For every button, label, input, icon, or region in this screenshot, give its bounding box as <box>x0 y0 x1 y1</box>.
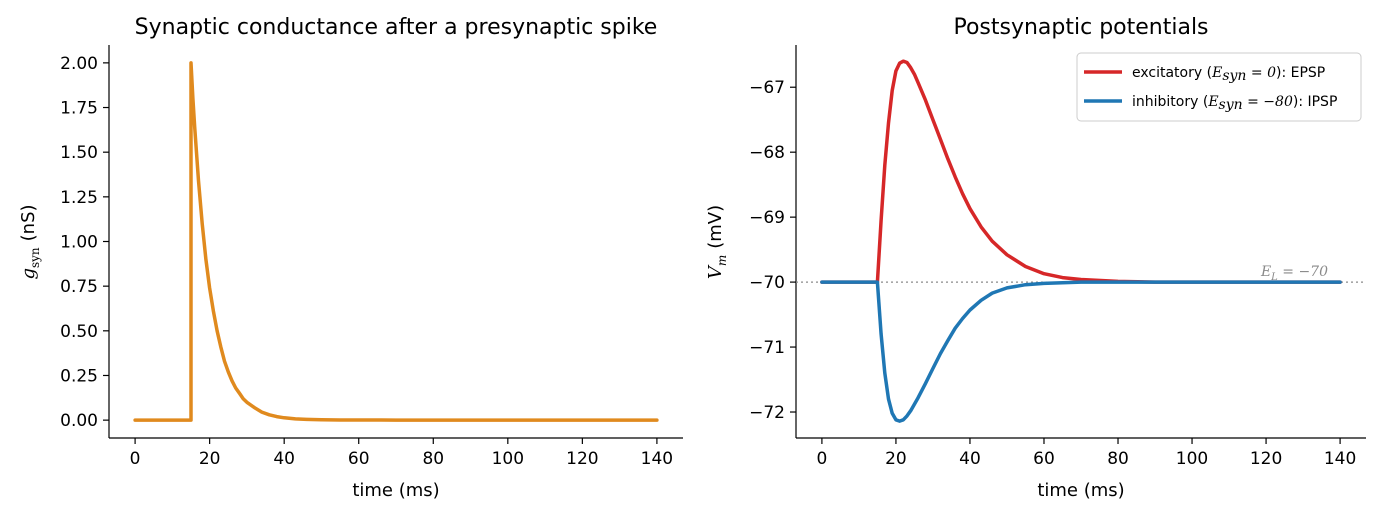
series-line-0 <box>820 59 1342 284</box>
x-tick-label: 100 <box>1176 449 1208 469</box>
legend-label-prefix: excitatory ( <box>1132 65 1212 81</box>
chart-title: Postsynaptic potentials <box>953 15 1208 40</box>
potentials-chart: Postsynaptic potentials 0 20 40 60 80 100 120 1… <box>705 15 1366 501</box>
legend-label: excitatory (Esyn = 0): EPSP <box>1132 65 1325 84</box>
y-axis-subscript: syn <box>28 247 42 268</box>
y-tick-label: 1.00 <box>60 233 98 253</box>
chart-title: Synaptic conductance after a presynaptic… <box>135 15 658 40</box>
y-ticks: 0.00 0.25 0.50 0.75 1.00 1.25 1.50 1.75 2.00 <box>60 54 109 431</box>
y-tick-label: −70 <box>749 273 785 293</box>
y-tick-label: −69 <box>749 208 785 228</box>
y-tick-label: −72 <box>749 403 785 423</box>
y-tick-label: −68 <box>749 143 785 163</box>
y-axis-symbol: g <box>18 268 39 280</box>
x-ticks: 0 20 40 60 80 100 120 140 <box>130 438 673 469</box>
conductance-chart: Synaptic conductance after a presynaptic… <box>18 15 683 501</box>
legend-label-suffix: ): EPSP <box>1276 65 1325 81</box>
x-ticks: 0 20 40 60 80 100 120 140 <box>816 438 1356 469</box>
y-tick-label: 2.00 <box>60 54 98 74</box>
x-tick-label: 140 <box>641 449 673 469</box>
x-tick-label: 80 <box>422 449 444 469</box>
legend-label-symbol: E <box>1211 65 1222 81</box>
ref-label-sub: L <box>1270 272 1278 283</box>
y-tick-label: −67 <box>749 78 785 98</box>
x-tick-label: 40 <box>959 449 981 469</box>
y-axis-subscript: m <box>715 255 729 266</box>
x-tick-label: 140 <box>1324 449 1356 469</box>
y-axis-unit: (mV) <box>705 205 726 249</box>
legend-label: inhibitory (Esyn = −80): IPSP <box>1132 94 1337 113</box>
legend-label-sub: syn <box>1219 97 1243 113</box>
y-tick-label: 1.75 <box>60 99 98 119</box>
x-tick-label: 120 <box>566 449 598 469</box>
x-tick-label: 100 <box>492 449 524 469</box>
legend-label-eq: = 0 <box>1246 65 1276 81</box>
y-tick-label: 0.00 <box>60 411 98 431</box>
series-layer <box>820 59 1342 423</box>
x-axis-label: time (ms) <box>352 480 439 501</box>
x-tick-label: 60 <box>1033 449 1055 469</box>
legend-label-suffix: ): IPSP <box>1293 94 1338 110</box>
x-tick-label: 20 <box>885 449 907 469</box>
legend-label-sub: syn <box>1222 68 1246 84</box>
x-tick-label: 60 <box>348 449 370 469</box>
x-tick-label: 80 <box>1107 449 1129 469</box>
ref-label-symbol: E <box>1260 264 1271 280</box>
x-tick-label: 0 <box>130 449 141 469</box>
x-axis-label: time (ms) <box>1037 480 1124 501</box>
series-line-1 <box>820 280 1342 423</box>
ref-label-rest: = −70 <box>1278 264 1328 280</box>
y-tick-label: 0.75 <box>60 277 98 297</box>
x-tick-label: 20 <box>199 449 221 469</box>
y-tick-label: 0.25 <box>60 366 98 386</box>
y-axis-symbol: V <box>705 264 726 279</box>
y-tick-label: 0.50 <box>60 322 98 342</box>
series-layer <box>133 61 659 422</box>
y-axis-label: Vm (mV) <box>705 205 729 279</box>
y-tick-label: 1.25 <box>60 188 98 208</box>
y-tick-label: 1.50 <box>60 143 98 163</box>
x-tick-label: 120 <box>1250 449 1282 469</box>
y-axis-unit: (nS) <box>18 204 39 241</box>
legend-frame <box>1076 52 1362 122</box>
x-tick-label: 40 <box>273 449 295 469</box>
y-ticks: −72 −71 −70 −69 −68 −67 <box>749 78 796 423</box>
y-axis-label: gsyn (nS) <box>18 204 42 279</box>
legend-label-eq: = −80 <box>1243 94 1293 110</box>
resting-potential-label: EL = −70 <box>1260 264 1328 283</box>
legend-entry-excitatory: excitatory (Esyn = 0): EPSP <box>1084 65 1325 84</box>
series-line-0 <box>133 61 659 422</box>
legend-label-prefix: inhibitory ( <box>1132 94 1208 110</box>
legend: excitatory (Esyn = 0): EPSP inhibitory (… <box>1076 52 1362 122</box>
y-tick-label: −71 <box>749 338 785 358</box>
legend-label-symbol: E <box>1207 94 1218 110</box>
x-tick-label: 0 <box>816 449 827 469</box>
legend-entry-inhibitory: inhibitory (Esyn = −80): IPSP <box>1084 94 1337 113</box>
